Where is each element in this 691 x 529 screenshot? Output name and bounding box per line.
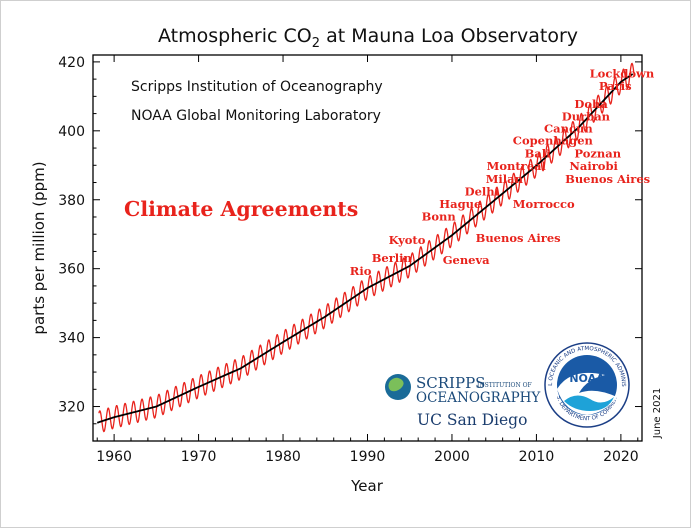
agreement-label: Berlin: [372, 251, 413, 265]
scripps-logo-line2: OCEANOGRAPHY: [416, 390, 541, 406]
y-tick-label: 420: [58, 55, 85, 71]
y-tick-label: 320: [58, 400, 85, 416]
scripps-logo: SCRIPPS INSTITUTION OF OCEANOGRAPHY UC S…: [385, 374, 541, 429]
chart-title-rest: at Mauna Loa Observatory: [320, 25, 578, 47]
scripps-logo-line1: SCRIPPS: [416, 374, 485, 392]
agreement-label: Poznan: [574, 146, 621, 160]
series-monthly-seasonal: [98, 62, 635, 433]
agreement-label: Cancun: [544, 122, 593, 136]
agreement-label: Buenos Aires: [476, 231, 561, 245]
y-tick-label: 400: [58, 124, 85, 140]
agreement-label: Lockdown: [590, 66, 655, 80]
x-tick-label: 1990: [350, 449, 386, 465]
y-tick-label: 360: [58, 262, 85, 278]
agreement-label: Hague: [439, 197, 481, 211]
agreement-label: Milan: [486, 172, 524, 186]
noaa-wordmark: NOAA: [569, 372, 605, 385]
ucsd-logo: UC San Diego: [417, 411, 527, 429]
agreement-annotations: LockdownParisDohaDurbanCancunCopenhagenB…: [350, 66, 655, 278]
y-axis-label: parts per million (ppm): [30, 161, 48, 334]
credit-scripps: Scripps Institution of Oceanography: [131, 79, 383, 95]
agreement-label: Morrocco: [513, 197, 575, 211]
agreement-label: Copenhagen: [513, 134, 594, 148]
agreement-label: Bonn: [422, 209, 457, 223]
agreement-label: Geneva: [443, 253, 490, 267]
chart-title: Atmospheric CO2 at Mauna Loa Observatory: [158, 25, 578, 51]
x-tick-label: 1960: [96, 449, 132, 465]
y-tick-label: 380: [58, 193, 85, 209]
x-axis-label: Year: [350, 477, 384, 495]
noaa-wave: [564, 395, 614, 411]
scripps-globe-land: [388, 377, 404, 392]
series-trend-line: [96, 73, 634, 424]
x-tick-label: 1970: [181, 449, 217, 465]
x-tick-label: 2000: [434, 449, 470, 465]
agreement-label: Paris: [599, 79, 632, 93]
agreement-label: Buenos Aires: [565, 172, 650, 186]
climate-agreements-heading: Climate Agreements: [124, 197, 358, 221]
x-tick-label: 2010: [519, 449, 555, 465]
agreement-label: Delhi: [465, 184, 500, 198]
agreement-label: Durban: [562, 110, 611, 124]
x-axis: 1960 1970 1980 1990 2000 2010 2020: [96, 55, 639, 465]
chart-title-main: Atmospheric CO: [158, 25, 312, 47]
date-note: June 2021: [652, 388, 663, 439]
scripps-logo-small: INSTITUTION OF: [477, 382, 532, 389]
agreement-label: Nairobi: [569, 159, 618, 173]
agreement-label: Bali: [525, 146, 552, 160]
agreement-label: Doha: [574, 97, 608, 111]
agreement-label: Rio: [350, 264, 372, 278]
chart-title-subscript: 2: [312, 36, 320, 51]
y-axis: 320 340 360 380 400 420: [58, 55, 642, 425]
x-tick-label: 1980: [265, 449, 301, 465]
credit-noaa: NOAA Global Monitoring Laboratory: [131, 108, 381, 124]
x-tick-label: 2020: [603, 449, 639, 465]
agreement-label: Montreal: [487, 159, 547, 173]
y-tick-label: 340: [58, 331, 85, 347]
agreement-label: Kyoto: [389, 233, 426, 247]
